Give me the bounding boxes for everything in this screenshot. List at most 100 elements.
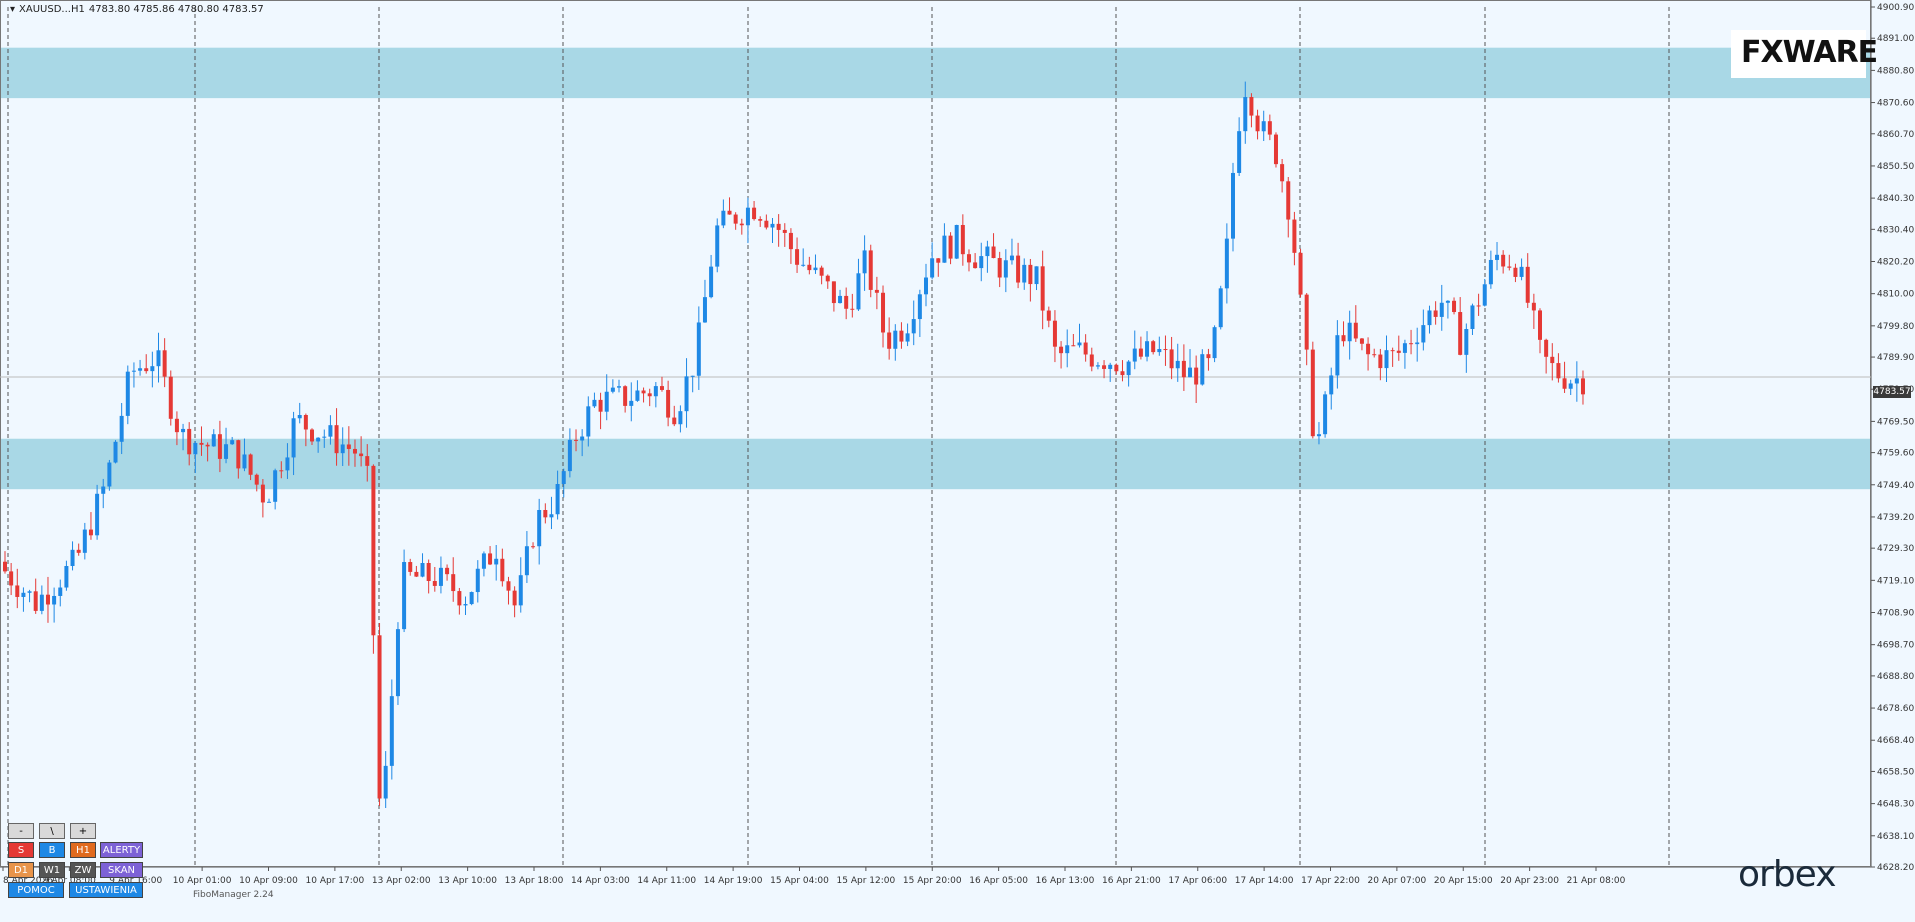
buy-button[interactable]: B [39, 842, 65, 858]
candle-body [1372, 354, 1377, 356]
candle-body [1065, 345, 1070, 354]
candle-body [273, 470, 278, 502]
candle-body [144, 368, 149, 372]
candle-body [1108, 364, 1113, 369]
candle-body [267, 501, 272, 503]
candle-body [1009, 255, 1014, 261]
candle-body [924, 277, 928, 295]
candle-body [1476, 305, 1481, 307]
candle-body [1145, 341, 1150, 357]
x-tick-label: 10 Apr 17:00 [306, 876, 365, 886]
draw-line-button[interactable]: \ [39, 823, 65, 839]
candle-body [960, 224, 965, 255]
candle-body [733, 214, 738, 224]
candle-body [1556, 363, 1561, 379]
candle-body [610, 387, 615, 392]
y-tick-label: 4719.10 [1877, 576, 1914, 586]
candle-body [1488, 259, 1493, 285]
candle-body [1304, 294, 1309, 350]
x-tick-label: 10 Apr 09:00 [239, 876, 298, 886]
candle-body [1126, 361, 1131, 376]
candle-body [1157, 349, 1162, 353]
timeframe-h1-button[interactable]: H1 [70, 842, 96, 858]
candle-body [1200, 354, 1205, 385]
candle-body [1439, 302, 1444, 317]
candle-body [653, 386, 658, 397]
zoom-out-button[interactable]: - [8, 823, 34, 839]
candle-body [1120, 371, 1125, 376]
x-tick-label: 9 Apr 16:00 [109, 876, 162, 886]
candle-body [500, 558, 505, 582]
candle-body [1089, 354, 1094, 367]
candle-body [352, 448, 357, 454]
candle-body [445, 567, 450, 575]
candle-body [1237, 131, 1242, 173]
candle-body [371, 465, 376, 636]
candle-body [76, 549, 81, 553]
support-resistance-zone [0, 438, 1871, 490]
candle-body [481, 553, 486, 569]
candle-body [254, 474, 259, 485]
candle-body [162, 350, 167, 377]
y-tick-label: 4789.90 [1877, 353, 1914, 363]
candle-body [1568, 383, 1573, 389]
y-tick-label: 4769.50 [1877, 417, 1914, 427]
candle-body [52, 595, 57, 605]
candle-body [70, 549, 75, 567]
candle-body [365, 456, 370, 466]
sell-button[interactable]: S [8, 842, 34, 858]
candle-body [1280, 164, 1285, 182]
support-resistance-zone [0, 47, 1871, 99]
scan-button[interactable]: SKAN [100, 862, 143, 878]
symbol-label: XAUUSD...H1 [19, 4, 85, 15]
dropdown-icon[interactable]: ▾ [10, 4, 16, 15]
candle-body [174, 418, 179, 433]
help-button[interactable]: POMOC [8, 882, 64, 898]
ohlc-values: 4783.80 4785.86 4780.80 4783.57 [88, 4, 264, 15]
timeframe-w1-button[interactable]: W1 [39, 862, 65, 878]
candle-body [635, 390, 640, 401]
candle-body [1138, 348, 1143, 357]
candle-body [641, 390, 646, 394]
candle-body [856, 273, 861, 310]
candle-body [684, 376, 689, 412]
candle-body [156, 350, 161, 367]
candle-body [1470, 305, 1475, 329]
x-tick-label: 10 Apr 01:00 [173, 876, 232, 886]
x-tick-label: 13 Apr 18:00 [505, 876, 564, 886]
candle-body [150, 366, 155, 372]
candle-body [420, 563, 425, 577]
candle-body [1003, 260, 1008, 278]
candle-body [899, 330, 904, 342]
candle-body [997, 258, 1002, 278]
candle-body [1366, 343, 1371, 355]
timeframe-d1-button[interactable]: D1 [8, 862, 34, 878]
candle-body [1341, 335, 1346, 342]
candle-body [696, 322, 701, 376]
zw-button[interactable]: ZW [70, 862, 96, 878]
candle-body [1316, 434, 1321, 437]
settings-button[interactable]: USTAWIENIA [69, 882, 143, 898]
candle-body [966, 254, 971, 263]
candle-body [1261, 121, 1266, 132]
candle-body [402, 562, 407, 630]
candle-body [549, 514, 554, 518]
alerts-button[interactable]: ALERTY [100, 842, 143, 858]
candle-body [1194, 367, 1199, 385]
y-tick-label: 4880.80 [1877, 66, 1914, 76]
candle-body [1329, 375, 1334, 395]
candle-body [1224, 238, 1229, 289]
x-tick-label: 8 Apr 2026 [3, 876, 53, 886]
candle-body [1482, 284, 1487, 306]
fxware-logo: FXWARE [1731, 30, 1878, 78]
candle-body [1059, 346, 1064, 354]
candle-body [917, 294, 922, 320]
candle-body [911, 319, 916, 334]
y-tick-label: 4799.80 [1877, 322, 1914, 332]
zoom-in-button[interactable]: + [70, 823, 96, 839]
candle-body [322, 436, 327, 438]
candle-body [1421, 325, 1426, 343]
candle-body [1323, 394, 1328, 435]
candle-body [224, 444, 229, 459]
